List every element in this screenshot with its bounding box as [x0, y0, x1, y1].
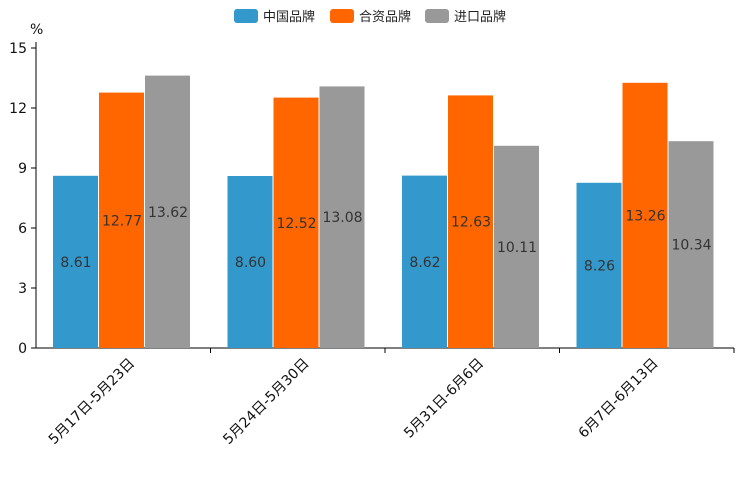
data-labels: 8.61 12.77 13.62 8.60 12.52 13.08 8.62 12.63 10.… [60, 205, 711, 275]
legend-label: 进口品牌 [454, 9, 506, 25]
data-label: 13.26 [625, 208, 665, 224]
data-label: 10.34 [671, 238, 711, 254]
data-label: 12.77 [102, 213, 142, 229]
x-tick-label: 5月24日-5月30日 [220, 356, 312, 448]
data-label: 12.63 [451, 215, 491, 231]
x-tick-label: 6月7日-6月13日 [576, 356, 662, 442]
bar-3-3 [494, 145, 539, 348]
data-label: 12.52 [276, 216, 316, 232]
data-label: 8.60 [235, 255, 266, 271]
bar-1-2 [227, 176, 273, 348]
bar-2-2 [273, 97, 319, 348]
legend-label: 中国品牌 [263, 9, 315, 25]
data-label: 8.62 [409, 255, 440, 271]
y-tick-label: 0 [18, 341, 27, 357]
y-axis-unit-label: % [30, 22, 43, 38]
y-tick-label: 6 [18, 221, 27, 237]
data-label: 13.62 [148, 205, 188, 221]
y-tick-label: 3 [18, 281, 27, 297]
bar-1-1 [53, 175, 98, 348]
data-label: 8.26 [584, 258, 615, 274]
y-tick-label: 12 [9, 101, 27, 117]
legend-swatch [425, 9, 449, 23]
bar-2-1 [99, 92, 144, 348]
x-tick-label: 5月17日-5月23日 [46, 356, 138, 448]
data-label: 10.11 [497, 240, 537, 256]
legend-swatch [330, 9, 354, 23]
data-label: 8.61 [60, 255, 91, 271]
bar-1-3 [402, 175, 447, 348]
legend-swatch [234, 9, 258, 23]
y-tick-label: 9 [18, 161, 27, 177]
bar-3-2 [319, 86, 365, 349]
bar-3-1 [145, 75, 190, 348]
bars [53, 75, 714, 349]
y-tick-label: 15 [9, 41, 27, 57]
bar-2-4 [622, 82, 668, 349]
legend-label: 合资品牌 [359, 9, 411, 25]
bar-1-4 [576, 182, 622, 348]
legend: 中国品牌 合资品牌 进口品牌 [234, 9, 506, 25]
x-tick-label: 5月31日-6月6日 [401, 356, 487, 442]
bar-3-4 [668, 141, 714, 348]
bar-2-3 [448, 95, 493, 349]
data-label: 13.08 [322, 210, 362, 226]
